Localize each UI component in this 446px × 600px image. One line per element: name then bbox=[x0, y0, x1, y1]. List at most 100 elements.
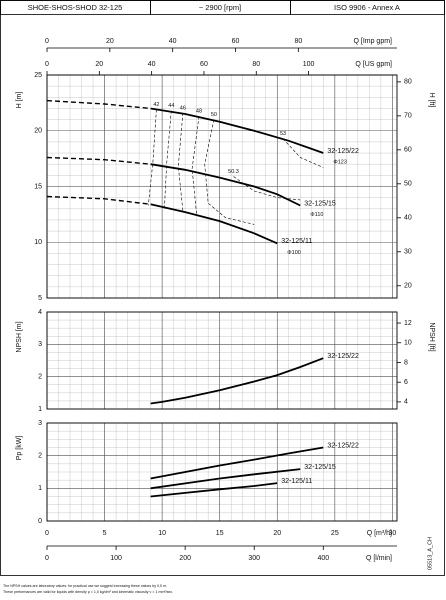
axis-title: Q [Imp gpm] bbox=[353, 38, 392, 45]
curve bbox=[150, 446, 324, 480]
curve-label: 32-125/22 bbox=[327, 442, 359, 449]
x-tick-label: 15 bbox=[216, 530, 224, 537]
y2-tick-label: 50 bbox=[404, 181, 412, 188]
y2-tick-label: 60 bbox=[404, 147, 412, 154]
drawing-code: 05513_A_CH bbox=[427, 537, 433, 570]
curve-solid bbox=[150, 107, 324, 154]
curve bbox=[150, 468, 301, 490]
efficiency-label: 46 bbox=[180, 105, 186, 111]
y-tick-label: 5 bbox=[38, 295, 42, 302]
x-tick-label: 100 bbox=[110, 555, 122, 562]
x-tick-label: 0 bbox=[45, 61, 49, 68]
x-tick-label: 60 bbox=[200, 61, 208, 68]
x-tick-label: 0 bbox=[45, 555, 49, 562]
x-tick-label: 80 bbox=[252, 61, 260, 68]
y2-axis-title: H [ft] bbox=[428, 93, 435, 108]
y2-tick-label: 6 bbox=[404, 379, 408, 386]
curve-label: 32-125/15 bbox=[304, 200, 336, 207]
efficiency-label: 42 bbox=[153, 102, 159, 108]
x-tick-label: 300 bbox=[248, 555, 260, 562]
x-tick-label: 20 bbox=[273, 530, 281, 537]
curve-solid bbox=[150, 203, 278, 245]
y2-tick-label: 80 bbox=[404, 79, 412, 86]
x-tick-label: 0 bbox=[45, 38, 49, 45]
curve-solid bbox=[150, 163, 301, 207]
diameter-label: Φ100 bbox=[287, 250, 301, 256]
y-tick-label: 4 bbox=[38, 309, 42, 316]
y-tick-label: 2 bbox=[38, 374, 42, 381]
y-tick-label: 25 bbox=[34, 72, 42, 79]
diameter-label: Φ110 bbox=[310, 212, 323, 218]
plot-frame bbox=[46, 311, 398, 410]
header-text: ISO 9906 - Annex A bbox=[334, 3, 400, 12]
efficiency-line bbox=[191, 116, 200, 216]
header-text: SHOE-SHOS-SHOD 32-125 bbox=[28, 3, 123, 12]
y2-axis-title: NPSH [ft] bbox=[428, 322, 435, 351]
y-tick-label: 1 bbox=[38, 485, 42, 492]
efficiency-line bbox=[177, 112, 184, 212]
axis-title: Q [m³/h] bbox=[367, 530, 392, 537]
y2-tick-label: 40 bbox=[404, 215, 412, 222]
x-tick-label: 400 bbox=[317, 555, 329, 562]
y-tick-label: 2 bbox=[38, 453, 42, 460]
curve-label: 32-125/11 bbox=[281, 478, 312, 485]
y-tick-label: 3 bbox=[38, 420, 42, 427]
footnote: The NPSH values are laboratory values: f… bbox=[3, 584, 167, 588]
x-tick-label: 200 bbox=[179, 555, 191, 562]
efficiency-label: 50.3 bbox=[228, 169, 239, 175]
curve-dashed bbox=[46, 156, 151, 165]
efficiency-label: 44 bbox=[168, 103, 174, 109]
y2-tick-label: 12 bbox=[404, 320, 412, 327]
y2-tick-label: 10 bbox=[404, 340, 412, 347]
efficiency-line bbox=[282, 138, 324, 168]
curve-label: 32-125/22 bbox=[327, 148, 359, 155]
curve bbox=[150, 482, 278, 498]
curve-dashed bbox=[46, 195, 151, 205]
y-axis-title: NPSH [m] bbox=[16, 321, 23, 352]
x-tick-label: 20 bbox=[95, 61, 103, 68]
x-tick-label: 40 bbox=[148, 61, 156, 68]
y-tick-label: 3 bbox=[38, 341, 42, 348]
curve bbox=[151, 164, 301, 205]
curve-label: 32-125/11 bbox=[281, 238, 312, 245]
diameter-label: Φ123 bbox=[333, 160, 347, 166]
curve bbox=[150, 357, 324, 405]
y-axis-title: H [m] bbox=[16, 92, 23, 109]
x-tick-label: 10 bbox=[158, 530, 166, 537]
x-tick-label: 40 bbox=[169, 38, 177, 45]
y2-tick-label: 4 bbox=[404, 399, 408, 406]
header-cell bbox=[290, 0, 445, 15]
y-tick-label: 1 bbox=[38, 406, 42, 413]
y-tick-label: 20 bbox=[34, 128, 42, 135]
x-tick-label: 20 bbox=[106, 38, 114, 45]
efficiency-line bbox=[148, 109, 157, 206]
efficiency-line bbox=[164, 110, 172, 209]
efficiency-label: 48 bbox=[196, 109, 202, 115]
y-tick-label: 10 bbox=[34, 239, 42, 246]
curve bbox=[151, 204, 278, 243]
x-tick-label: 80 bbox=[294, 38, 302, 45]
curve-dashed bbox=[46, 99, 151, 110]
efficiency-label: 50 bbox=[211, 112, 217, 118]
axis-title: Q [US gpm] bbox=[355, 61, 392, 68]
x-tick-label: 0 bbox=[45, 530, 49, 537]
plot-frame bbox=[46, 74, 398, 299]
header-text: ~ 2900 [rpm] bbox=[199, 3, 241, 12]
y2-tick-label: 30 bbox=[404, 249, 412, 256]
efficiency-line bbox=[233, 176, 301, 201]
plot-frame bbox=[46, 422, 398, 522]
y2-tick-label: 8 bbox=[404, 359, 408, 366]
y2-tick-label: 70 bbox=[404, 113, 412, 120]
curve-label: 32-125/15 bbox=[304, 464, 336, 471]
x-tick-label: 100 bbox=[303, 61, 315, 68]
footnote: These performances are valid for liquids… bbox=[3, 590, 173, 594]
axis-title: Q [l/min] bbox=[366, 555, 392, 562]
curve-label: 32-125/22 bbox=[327, 353, 359, 360]
efficiency-label: 53 bbox=[280, 131, 286, 137]
y2-tick-label: 20 bbox=[404, 283, 412, 290]
x-tick-label: 30 bbox=[388, 530, 396, 537]
y-tick-label: 15 bbox=[34, 183, 42, 190]
x-tick-label: 5 bbox=[103, 530, 107, 537]
